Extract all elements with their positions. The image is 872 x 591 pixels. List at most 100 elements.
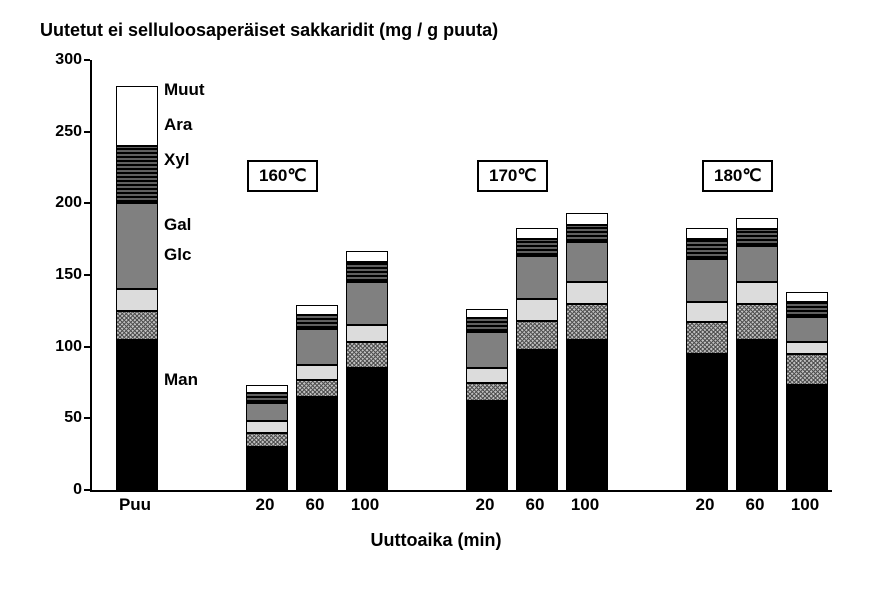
bar-segment-muut (466, 309, 508, 318)
bar-segment-ara (516, 239, 558, 256)
x-tick-label: 100 (571, 495, 599, 515)
temperature-label-box: 180℃ (702, 160, 773, 192)
legend-label-ara: Ara (164, 115, 192, 135)
y-tick-label: 300 (55, 51, 82, 69)
bar-segment-muut (246, 385, 288, 392)
bar-segment-muut (296, 305, 338, 315)
bars-layer (92, 60, 832, 490)
x-tick-label: 60 (746, 495, 765, 515)
bar-segment-man (466, 401, 508, 490)
bar-segment-glc (296, 380, 338, 397)
bar-segment-glc (686, 322, 728, 354)
x-axis-labels: Puu 20 60 100 20 60 100 20 60 100 (90, 495, 830, 525)
bar-segment-ara (466, 318, 508, 332)
temperature-label-box: 160℃ (247, 160, 318, 192)
y-tick-label: 150 (55, 266, 82, 284)
bar-segment-gal (346, 325, 388, 342)
legend-label-man: Man (164, 370, 198, 390)
stacked-bar (296, 305, 338, 490)
bar-segment-glc (736, 304, 778, 340)
stacked-bar (466, 309, 508, 490)
bar-segment-gal (566, 282, 608, 304)
bar-segment-ara (246, 393, 288, 403)
stacked-bar (686, 228, 728, 490)
chart-title: Uutetut ei selluloosaperäiset sakkaridit… (40, 20, 498, 41)
plot-area: 160℃ 170℃ 180℃ Muut Ara Xyl Gal Glc Man (90, 60, 832, 492)
bar-segment-gal (116, 289, 158, 311)
x-tick-label: 100 (351, 495, 379, 515)
x-tick-label: 20 (256, 495, 275, 515)
bar-segment-xyl (246, 403, 288, 422)
bar-segment-ara (346, 262, 388, 282)
bar-segment-ara (116, 146, 158, 203)
bar-segment-glc (466, 383, 508, 402)
x-axis-title: Uuttoaika (min) (20, 530, 852, 551)
bar-segment-xyl (466, 332, 508, 368)
bar-segment-glc (246, 433, 288, 447)
bar-segment-gal (246, 421, 288, 432)
bar-segment-muut (686, 228, 728, 239)
bar-segment-man (786, 385, 828, 490)
bar-segment-gal (516, 299, 558, 321)
bar-segment-glc (786, 354, 828, 386)
x-tick-label: 20 (696, 495, 715, 515)
bar-segment-ara (736, 229, 778, 246)
bar-segment-glc (516, 321, 558, 350)
legend-label-muut: Muut (164, 80, 205, 100)
stacked-bar (516, 228, 558, 490)
bar-segment-muut (116, 86, 158, 146)
stacked-bar (566, 213, 608, 490)
x-tick-label: 60 (306, 495, 325, 515)
chart-container: Uutetut ei selluloosaperäiset sakkaridit… (20, 20, 852, 571)
bar-segment-ara (686, 239, 728, 259)
bar-segment-ara (296, 315, 338, 329)
bar-segment-gal (686, 302, 728, 322)
bar-segment-muut (736, 218, 778, 229)
stacked-bar (346, 251, 388, 490)
y-tick-label: 200 (55, 194, 82, 212)
bar-segment-xyl (686, 259, 728, 302)
bar-segment-xyl (786, 317, 828, 343)
bar-segment-xyl (116, 203, 158, 289)
bar-segment-xyl (566, 242, 608, 282)
stacked-bar (116, 86, 158, 490)
bar-segment-muut (786, 292, 828, 302)
y-tick-label: 100 (55, 338, 82, 356)
bar-segment-man (566, 340, 608, 491)
bar-segment-glc (566, 304, 608, 340)
bar-segment-man (346, 368, 388, 490)
bar-segment-ara (786, 302, 828, 316)
bar-segment-gal (296, 365, 338, 379)
bar-segment-muut (516, 228, 558, 239)
stacked-bar (736, 218, 778, 490)
x-tick-label: Puu (119, 495, 151, 515)
bar-segment-gal (466, 368, 508, 382)
stacked-bar (786, 292, 828, 490)
y-axis: 050100150200250300 (20, 60, 90, 490)
bar-segment-muut (566, 213, 608, 224)
temperature-label-box: 170℃ (477, 160, 548, 192)
bar-segment-xyl (736, 246, 778, 282)
bar-segment-gal (786, 342, 828, 353)
y-tick-label: 250 (55, 123, 82, 141)
bar-segment-xyl (516, 256, 558, 299)
stacked-bar (246, 385, 288, 490)
bar-segment-glc (116, 311, 158, 340)
y-tick-label: 0 (73, 481, 82, 499)
bar-segment-xyl (346, 282, 388, 325)
x-tick-label: 20 (476, 495, 495, 515)
bar-segment-man (296, 397, 338, 490)
legend-label-glc: Glc (164, 245, 191, 265)
bar-segment-xyl (296, 329, 338, 365)
bar-segment-glc (346, 342, 388, 368)
bar-segment-man (686, 354, 728, 490)
bar-segment-ara (566, 225, 608, 242)
x-tick-label: 100 (791, 495, 819, 515)
x-tick-label: 60 (526, 495, 545, 515)
legend-label-gal: Gal (164, 215, 191, 235)
bar-segment-muut (346, 251, 388, 262)
y-tick-label: 50 (64, 409, 82, 427)
legend-label-xyl: Xyl (164, 150, 190, 170)
bar-segment-man (246, 447, 288, 490)
bar-segment-man (116, 340, 158, 491)
